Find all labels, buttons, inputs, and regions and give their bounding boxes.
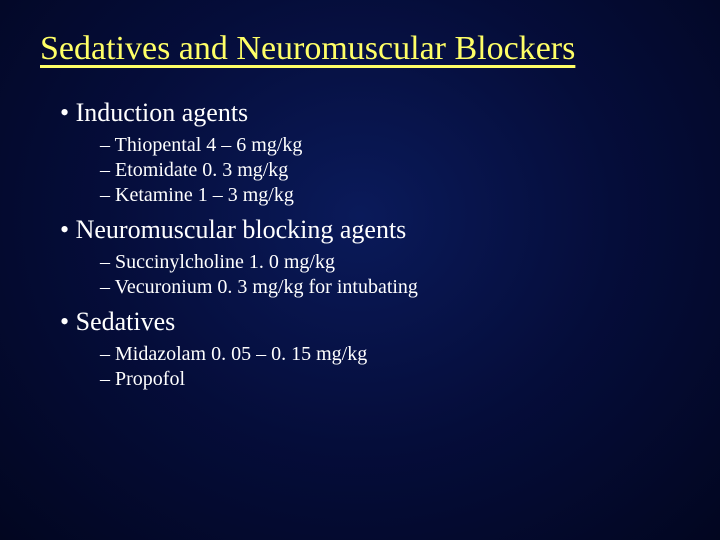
list-item: Vecuronium 0. 3 mg/kg for intubating xyxy=(100,276,680,299)
section-heading: Sedatives xyxy=(60,307,680,337)
list-item: Thiopental 4 – 6 mg/kg xyxy=(100,134,680,157)
list-item: Midazolam 0. 05 – 0. 15 mg/kg xyxy=(100,343,680,366)
section-sedatives: Sedatives Midazolam 0. 05 – 0. 15 mg/kg … xyxy=(50,307,680,391)
list-item: Etomidate 0. 3 mg/kg xyxy=(100,159,680,182)
list-item: Succinylcholine 1. 0 mg/kg xyxy=(100,251,680,274)
section-induction: Induction agents Thiopental 4 – 6 mg/kg … xyxy=(50,98,680,207)
list-item: Propofol xyxy=(100,368,680,391)
section-heading: Neuromuscular blocking agents xyxy=(60,215,680,245)
slide-title: Sedatives and Neuromuscular Blockers xyxy=(40,30,680,68)
section-heading: Induction agents xyxy=(60,98,680,128)
list-item: Ketamine 1 – 3 mg/kg xyxy=(100,184,680,207)
section-nmb: Neuromuscular blocking agents Succinylch… xyxy=(50,215,680,299)
